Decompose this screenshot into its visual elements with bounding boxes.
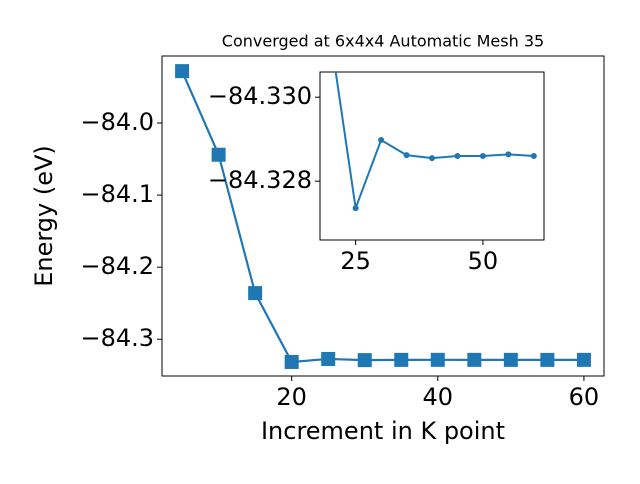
- y-tick-label: −84.2: [80, 252, 154, 280]
- data-point: [321, 351, 336, 366]
- x-tick-label: 40: [423, 383, 454, 411]
- y-tick-label: −84.3: [80, 324, 154, 352]
- y-tick-label: −84.0: [80, 108, 154, 136]
- data-point: [394, 352, 409, 367]
- data-point: [479, 153, 486, 159]
- chart-title: Converged at 6x4x4 Automatic Mesh 35: [222, 32, 544, 51]
- plot-area: [334, 72, 537, 212]
- data-point: [429, 155, 435, 162]
- data-point: [211, 147, 226, 162]
- data-point: [248, 286, 263, 301]
- data-point: [467, 352, 482, 367]
- data-point: [530, 153, 537, 159]
- y-tick-label: −84.1: [80, 180, 154, 208]
- y-tick-label: −84.330: [208, 82, 312, 110]
- data-point: [378, 137, 385, 144]
- data-point: [503, 352, 518, 367]
- plot-area: [175, 64, 591, 369]
- y-axis-label: Energy (eV): [30, 145, 58, 287]
- data-point: [505, 151, 512, 158]
- data-point: [576, 352, 591, 367]
- data-point: [175, 64, 190, 79]
- data-point: [454, 153, 461, 159]
- x-axis-label: Increment in K point: [261, 417, 505, 445]
- data-point: [284, 354, 299, 369]
- x-tick-label: 25: [340, 247, 371, 275]
- data-point: [352, 205, 359, 212]
- y-tick-label: −84.328: [208, 166, 312, 194]
- data-point: [403, 152, 410, 159]
- data-point: [430, 352, 445, 367]
- x-tick-label: 50: [468, 247, 499, 275]
- x-tick-label: 20: [276, 383, 307, 411]
- data-point: [540, 352, 555, 367]
- x-tick-label: 60: [569, 383, 600, 411]
- data-point: [357, 353, 372, 368]
